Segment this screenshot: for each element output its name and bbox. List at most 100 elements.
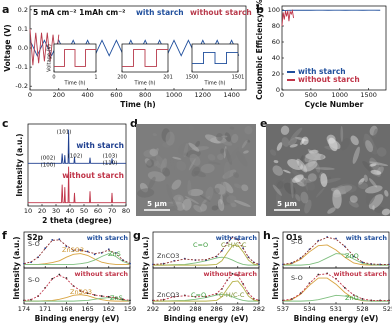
panel-title: 5 mA cm⁻² 1mAh cm⁻² xyxy=(33,8,125,17)
sem-texture xyxy=(233,183,242,189)
data-point xyxy=(107,295,110,298)
data-line xyxy=(281,9,295,27)
sem-texture xyxy=(348,200,359,208)
y-tick-label: 40 xyxy=(272,54,280,62)
x-tick-label: 1 xyxy=(94,75,97,81)
panel-letter: b xyxy=(256,3,264,16)
subplot-label: without starch xyxy=(204,270,258,278)
sem-texture xyxy=(229,126,235,130)
data-line xyxy=(152,273,260,301)
sem-texture xyxy=(373,128,378,138)
x-tick-label: 10 xyxy=(24,207,32,215)
data-line xyxy=(24,253,131,265)
sem-texture xyxy=(170,156,175,172)
sem-texture xyxy=(208,161,221,165)
x-tick-label: 525 xyxy=(383,305,392,313)
x-tick-label: 201 xyxy=(163,75,173,81)
sem-texture xyxy=(230,202,237,208)
sem-texture xyxy=(217,153,224,161)
sem-texture xyxy=(320,154,325,160)
sem-texture xyxy=(281,137,290,147)
x-tick-label: 30 xyxy=(52,207,60,215)
sem-texture xyxy=(290,177,294,199)
x-tick-label: 1400 xyxy=(223,91,240,99)
subplot-label: with starch xyxy=(346,234,388,242)
x-tick-label: 200 xyxy=(53,91,65,99)
y-tick-label: 0.2 xyxy=(18,6,28,14)
peak-annotation: (100) xyxy=(41,163,56,169)
sem-texture xyxy=(381,208,391,216)
data-line xyxy=(28,129,126,164)
y-axis-label: Intensity (a.u.) xyxy=(15,133,24,196)
sem-texture xyxy=(349,195,358,203)
data-point xyxy=(258,263,260,266)
sem-texture xyxy=(231,133,239,144)
sem-texture xyxy=(273,160,279,164)
sem-texture xyxy=(318,171,323,179)
sem-texture xyxy=(226,195,237,204)
data-line xyxy=(283,253,389,266)
sem-texture xyxy=(217,198,225,212)
sem-texture xyxy=(185,196,199,205)
sem-texture xyxy=(270,149,277,156)
sem-texture xyxy=(362,160,375,174)
sem-texture xyxy=(320,173,328,187)
x-tick-label: 531 xyxy=(330,305,342,313)
y-tick-label: 100 xyxy=(268,6,280,14)
peak-annotation: C-H/C-C xyxy=(221,241,247,249)
data-point xyxy=(258,299,260,302)
inset-x-label: Time (h) xyxy=(134,81,156,87)
sem-texture xyxy=(200,163,215,174)
peak-annotation: (102) xyxy=(68,154,83,160)
sem-texture xyxy=(172,194,184,205)
y-axis-label: Intensity (a.u.) xyxy=(141,236,150,299)
sem-texture xyxy=(368,161,389,166)
data-line xyxy=(153,293,259,302)
inset-x-label: Time (h) xyxy=(64,81,86,87)
y-axis-label: Voltage (V) xyxy=(3,24,12,72)
data-line xyxy=(282,236,389,265)
x-tick-label: 70 xyxy=(108,207,116,215)
sem-texture xyxy=(195,140,201,148)
peak-annotation: ZnCO3 xyxy=(157,252,179,260)
sem-texture xyxy=(374,206,385,213)
data-line xyxy=(28,166,126,204)
data-point xyxy=(317,273,320,276)
sem-texture xyxy=(205,134,221,144)
x-tick-label: 282 xyxy=(253,305,265,313)
data-line xyxy=(153,280,260,302)
x-tick-label: 165 xyxy=(81,305,93,313)
panel-title: O1s xyxy=(286,233,303,242)
x-tick-label: 159 xyxy=(124,305,136,313)
peak-annotation: ZnCO3 xyxy=(157,291,179,299)
data-line xyxy=(282,273,389,301)
data-line xyxy=(24,297,131,302)
sem-texture xyxy=(282,169,291,174)
data-line xyxy=(282,244,389,266)
sem-texture xyxy=(370,169,382,175)
sem-texture xyxy=(300,191,309,204)
x-tick-label: 1500 xyxy=(186,75,199,81)
panel-title: S2p xyxy=(27,233,44,242)
sem-texture xyxy=(340,126,344,142)
sem-texture xyxy=(296,158,308,173)
data-line xyxy=(192,51,238,65)
peak-annotation: ZnSO3 xyxy=(62,246,84,254)
x-tick-label: 174 xyxy=(18,305,30,313)
peak-annotation: ZnS xyxy=(108,250,121,258)
data-point xyxy=(129,299,131,302)
legend-label: with starch xyxy=(136,8,184,17)
y-tick-label: 0.0 xyxy=(18,44,28,52)
sem-texture xyxy=(224,132,231,142)
peak-annotation: C-H/C-C xyxy=(219,291,245,299)
subplot-label: with starch xyxy=(87,234,129,242)
sem-texture xyxy=(301,136,309,145)
x-tick-label: 288 xyxy=(189,305,201,313)
panel-letter: c xyxy=(2,117,9,130)
x-axis-label: Binding energy (eV) xyxy=(294,314,379,323)
data-line xyxy=(29,28,60,66)
y-axis-label: Intensity (a.u.) xyxy=(12,236,21,299)
sem-texture xyxy=(232,172,240,178)
sem-texture xyxy=(188,158,196,171)
subplot-label: with starch xyxy=(216,234,258,242)
